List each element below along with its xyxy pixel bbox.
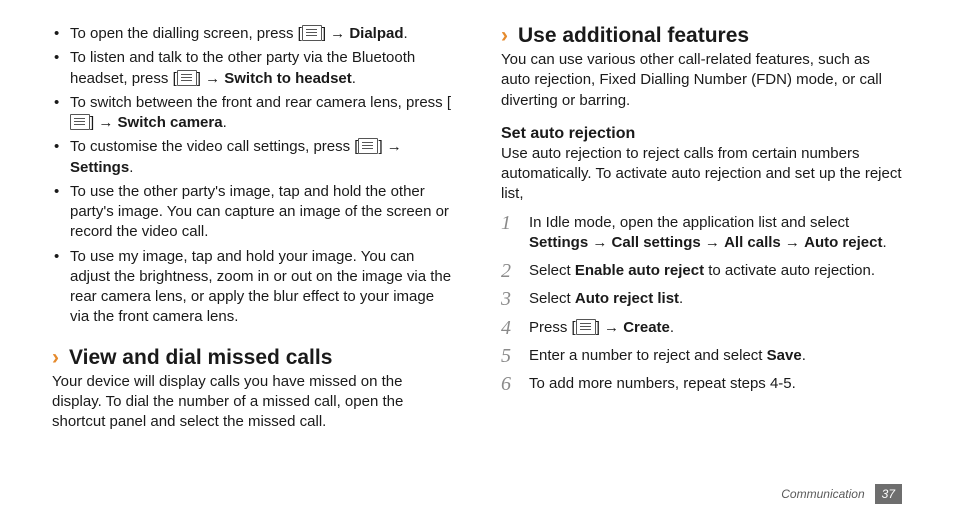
tail: . bbox=[670, 319, 674, 336]
step-item: 5 Enter a number to reject and select Sa… bbox=[501, 346, 902, 366]
bullet-text: To switch between the front and rear cam… bbox=[70, 94, 447, 111]
path-part: Settings bbox=[529, 234, 588, 251]
step-text: In Idle mode, open the application list … bbox=[529, 214, 849, 231]
bold-term: Settings bbox=[70, 159, 129, 176]
section-paragraph: You can use various other call-related f… bbox=[501, 50, 902, 111]
bold-term: Dialpad bbox=[349, 25, 403, 42]
tail: . bbox=[352, 70, 356, 87]
step-number: 6 bbox=[501, 371, 511, 398]
bullet-text: To customise the video call settings, pr… bbox=[70, 138, 354, 155]
left-column: To open the dialling screen, press [] → … bbox=[52, 24, 477, 500]
step-number: 1 bbox=[501, 210, 511, 237]
step-number: 5 bbox=[501, 343, 511, 370]
bold-term: Switch camera bbox=[118, 114, 223, 131]
section-heading-row: › View and dial missed calls bbox=[52, 346, 453, 370]
footer-page-number: 37 bbox=[875, 484, 902, 504]
feature-bullet-list: To open the dialling screen, press [] → … bbox=[52, 24, 453, 328]
chevron-icon: › bbox=[52, 347, 59, 368]
path-part: All calls bbox=[724, 234, 781, 251]
step-text: To add more numbers, repeat steps 4-5. bbox=[529, 375, 796, 392]
list-item: To listen and talk to the other party vi… bbox=[52, 48, 453, 89]
step-text: Select bbox=[529, 290, 575, 307]
bullet-text: To use my image, tap and hold your image… bbox=[70, 248, 451, 326]
footer-section-name: Communication bbox=[781, 487, 864, 501]
arrow: → bbox=[383, 138, 402, 155]
bold-term: Auto reject list bbox=[575, 290, 679, 307]
step-number: 2 bbox=[501, 258, 511, 285]
step-item: 1 In Idle mode, open the application lis… bbox=[501, 213, 902, 254]
step-item: 6 To add more numbers, repeat steps 4-5. bbox=[501, 374, 902, 394]
bold-term: Create bbox=[623, 319, 670, 336]
subsection-paragraph: Use auto rejection to reject calls from … bbox=[501, 144, 902, 205]
subsection-heading: Set auto rejection bbox=[501, 125, 902, 143]
list-item: To open the dialling screen, press [] → … bbox=[52, 24, 453, 44]
menu-icon bbox=[302, 25, 322, 41]
step-item: 2 Select Enable auto reject to activate … bbox=[501, 261, 902, 281]
page-footer: Communication 37 bbox=[781, 484, 902, 504]
manual-page: To open the dialling screen, press [] → … bbox=[0, 0, 954, 518]
section-paragraph: Your device will display calls you have … bbox=[52, 372, 453, 433]
bold-term: Save bbox=[767, 347, 802, 364]
arrow: → bbox=[326, 25, 349, 42]
tail: . bbox=[802, 347, 806, 364]
section-heading-row: › Use additional features bbox=[501, 24, 902, 48]
bullet-text: To open the dialling screen, press bbox=[70, 25, 298, 42]
list-item: To customise the video call settings, pr… bbox=[52, 137, 453, 178]
arrow: → bbox=[600, 319, 623, 336]
arrow: → bbox=[201, 70, 224, 87]
step-number: 4 bbox=[501, 315, 511, 342]
tail: . bbox=[679, 290, 683, 307]
section-heading: View and dial missed calls bbox=[69, 346, 332, 370]
bracket-open: [ bbox=[447, 94, 451, 111]
chevron-icon: › bbox=[501, 25, 508, 46]
step-text: Press bbox=[529, 319, 572, 336]
list-item: To switch between the front and rear cam… bbox=[52, 93, 453, 134]
menu-icon bbox=[70, 114, 90, 130]
tail: . bbox=[223, 114, 227, 131]
bold-term: Enable auto reject bbox=[575, 262, 704, 279]
arrow: → bbox=[781, 234, 804, 251]
arrow: → bbox=[588, 234, 611, 251]
section-heading: Use additional features bbox=[518, 24, 749, 48]
bold-term: Switch to headset bbox=[224, 70, 352, 87]
tail: . bbox=[404, 25, 408, 42]
right-column: › Use additional features You can use va… bbox=[477, 24, 902, 500]
numbered-steps: 1 In Idle mode, open the application lis… bbox=[501, 213, 902, 395]
arrow: → bbox=[701, 234, 724, 251]
tail: to activate auto rejection. bbox=[704, 262, 875, 279]
step-item: 3 Select Auto reject list. bbox=[501, 289, 902, 309]
tail: . bbox=[129, 159, 133, 176]
path-part: Auto reject bbox=[804, 234, 882, 251]
list-item: To use my image, tap and hold your image… bbox=[52, 247, 453, 328]
list-item: To use the other party's image, tap and … bbox=[52, 182, 453, 243]
arrow: → bbox=[94, 114, 117, 131]
tail: . bbox=[882, 234, 886, 251]
step-item: 4 Press [] → Create. bbox=[501, 318, 902, 338]
step-text: Select bbox=[529, 262, 575, 279]
step-text: Enter a number to reject and select bbox=[529, 347, 767, 364]
step-number: 3 bbox=[501, 286, 511, 313]
menu-icon bbox=[358, 138, 378, 154]
menu-icon bbox=[576, 319, 596, 335]
menu-icon bbox=[177, 70, 197, 86]
bullet-text: To use the other party's image, tap and … bbox=[70, 183, 449, 241]
path-part: Call settings bbox=[612, 234, 701, 251]
